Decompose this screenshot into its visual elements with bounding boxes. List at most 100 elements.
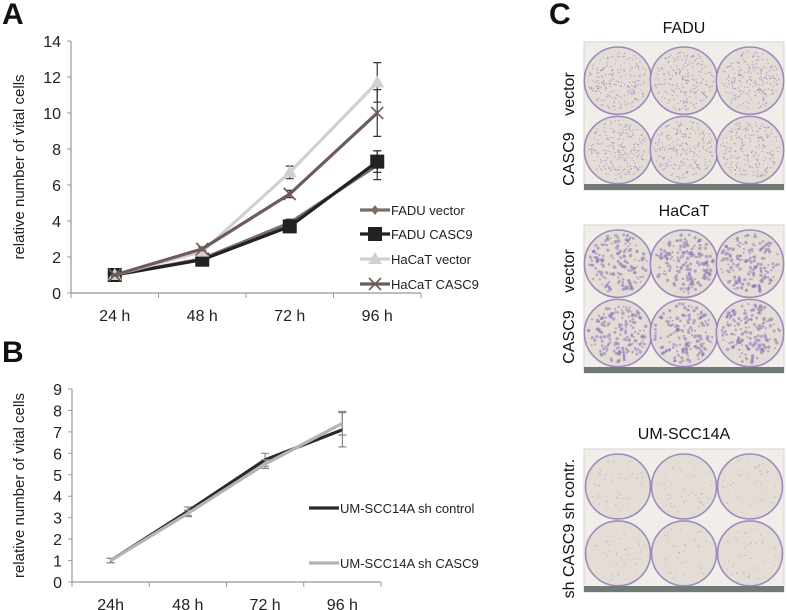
colony <box>636 250 639 253</box>
colony <box>609 144 611 146</box>
colony <box>604 346 606 349</box>
colony <box>661 256 664 259</box>
colony <box>633 86 635 89</box>
colony <box>607 322 611 326</box>
colony <box>668 348 672 351</box>
colony <box>590 86 592 89</box>
colony <box>762 173 765 176</box>
colony <box>620 537 622 540</box>
colony <box>658 134 660 136</box>
colony <box>708 133 710 135</box>
colony <box>755 131 758 133</box>
colony <box>696 280 700 285</box>
colony <box>730 135 732 138</box>
colony <box>755 145 758 147</box>
colony <box>702 573 705 575</box>
colony <box>633 148 635 151</box>
colony <box>695 91 697 93</box>
colony <box>747 463 749 465</box>
colony <box>685 267 689 272</box>
colony <box>590 263 594 267</box>
colony <box>753 233 757 236</box>
colony <box>691 282 695 287</box>
colony <box>641 346 644 349</box>
colony <box>615 554 618 556</box>
colony <box>743 235 746 238</box>
colony <box>736 96 738 99</box>
colony <box>621 142 624 144</box>
colony <box>768 135 771 137</box>
colony <box>686 158 688 160</box>
colony <box>679 100 682 102</box>
colony <box>704 65 706 68</box>
colony <box>661 96 663 99</box>
colony <box>741 144 744 147</box>
legend-marker <box>371 205 379 215</box>
y-tick-label: 6 <box>52 178 61 195</box>
colony <box>609 83 611 85</box>
colony <box>731 131 733 133</box>
colony <box>732 284 735 287</box>
colony <box>595 168 598 170</box>
colony <box>743 154 745 156</box>
colony <box>763 77 766 79</box>
colony <box>644 137 646 140</box>
colony <box>761 174 763 176</box>
colony <box>760 248 763 251</box>
colony <box>654 331 657 335</box>
colony <box>746 154 748 157</box>
colony <box>663 488 665 491</box>
colony <box>666 137 669 140</box>
colony <box>672 359 676 363</box>
colony <box>700 64 702 66</box>
colony <box>696 166 698 169</box>
colony <box>764 67 767 69</box>
colony <box>756 173 758 176</box>
colony <box>673 60 675 62</box>
colony <box>694 306 699 310</box>
colony <box>746 544 749 546</box>
colony <box>740 55 743 57</box>
colony <box>698 283 703 287</box>
colony <box>627 315 630 318</box>
colony <box>605 271 609 275</box>
colony <box>726 323 730 327</box>
colony <box>600 75 603 77</box>
colony <box>759 273 763 278</box>
colony <box>760 308 764 311</box>
colony <box>603 165 605 167</box>
colony <box>674 325 677 329</box>
colony <box>597 493 600 496</box>
colony <box>676 95 679 97</box>
colony <box>618 154 620 157</box>
colony <box>702 132 705 135</box>
colony <box>702 493 704 495</box>
colony <box>704 246 707 250</box>
colony <box>697 163 700 166</box>
colony <box>767 345 771 349</box>
colony <box>670 571 672 574</box>
colony <box>707 318 710 322</box>
legend-label: HaCaT CASC9 <box>391 277 479 292</box>
colony <box>601 143 603 145</box>
colony <box>728 314 732 318</box>
colony <box>631 81 634 83</box>
colony <box>701 99 703 102</box>
x-tick-label: 24h <box>97 597 124 610</box>
colony <box>682 334 686 338</box>
colony <box>742 102 744 105</box>
colony <box>734 173 737 176</box>
colony <box>684 544 687 547</box>
colony <box>662 168 664 170</box>
colony <box>766 136 768 139</box>
colony <box>706 84 708 86</box>
colony <box>667 125 669 127</box>
colony <box>698 142 700 144</box>
colony <box>641 67 644 70</box>
colony <box>754 235 758 239</box>
colony <box>666 335 670 338</box>
row-label: CASC9 <box>561 132 578 186</box>
colony <box>629 324 633 327</box>
colony <box>602 312 605 315</box>
colony <box>728 254 732 259</box>
